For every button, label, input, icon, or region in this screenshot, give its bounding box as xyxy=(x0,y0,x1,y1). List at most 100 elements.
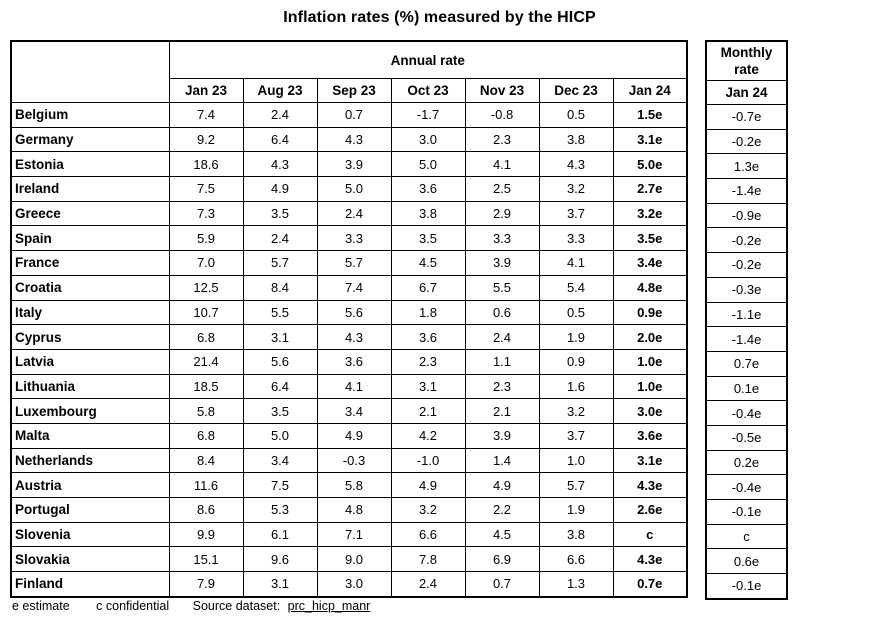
country-name-cell: Estonia xyxy=(10,151,170,178)
annual-value-cell: 5.6 xyxy=(316,299,392,326)
annual-value-cell: 0.7 xyxy=(464,571,540,598)
country-name-cell: Lithuania xyxy=(10,373,170,400)
annual-value-cell: 1.0e xyxy=(612,373,688,400)
annual-value-cell: 3.5 xyxy=(242,200,318,227)
annual-value-cell: 6.7 xyxy=(390,274,466,301)
monthly-value-cell: -1.4e xyxy=(705,326,788,352)
annual-value-cell: 3.8 xyxy=(538,521,614,548)
source-dataset-link[interactable]: prc_hicp_manr xyxy=(287,599,371,613)
annual-value-cell: 2.4 xyxy=(390,571,466,598)
annual-value-cell: 3.6e xyxy=(612,422,688,449)
annual-value-cell: 3.0 xyxy=(316,571,392,598)
annual-value-cell: 0.9 xyxy=(538,348,614,375)
annual-value-cell: 3.4 xyxy=(316,398,392,424)
annual-value-cell: 4.3e xyxy=(612,546,688,573)
annual-value-cell: 8.4 xyxy=(242,274,318,301)
annual-value-cell: 3.1 xyxy=(242,324,318,350)
annual-value-cell: 3.6 xyxy=(316,348,392,375)
annual-value-cell: 4.8 xyxy=(316,497,392,523)
monthly-value-cell: -0.4e xyxy=(705,400,788,426)
annual-value-cell: 5.5 xyxy=(242,299,318,326)
annual-value-cell: 3.1e xyxy=(612,447,688,474)
annual-value-cell: 2.4 xyxy=(316,200,392,227)
annual-value-cell: 4.2 xyxy=(390,422,466,449)
annual-value-cell: 21.4 xyxy=(168,348,244,375)
annual-value-cell: 3.3 xyxy=(538,225,614,252)
column-header-sep23: Sep 23 xyxy=(316,78,392,103)
annual-value-cell: 1.8 xyxy=(390,299,466,326)
annual-value-cell: 5.8 xyxy=(168,398,244,424)
annual-value-cell: 5.0e xyxy=(612,151,688,178)
column-header-dec23: Dec 23 xyxy=(538,78,614,103)
country-name-cell: France xyxy=(10,250,170,276)
annual-value-cell: 1.9 xyxy=(538,497,614,523)
annual-value-cell: 1.6 xyxy=(538,373,614,400)
monthly-table-row: -0.2e xyxy=(705,128,788,155)
table-row: Belgium 7.4 2.4 0.7 -1.7 -0.8 0.5 1.5e xyxy=(10,102,688,128)
source-dataset-label: Source dataset: xyxy=(192,599,281,613)
monthly-value-cell: 0.2e xyxy=(705,449,788,476)
country-name-cell: Netherlands xyxy=(10,447,170,474)
annual-value-cell: 5.7 xyxy=(538,472,614,498)
annual-value-cell: 3.2 xyxy=(538,398,614,424)
monthly-table-body: -0.7e -0.2e 1.3e -1.4e -0.9e -0.2e -0.2e -0.3e -… xyxy=(705,104,788,600)
monthly-table-row: -0.1e xyxy=(705,573,788,600)
annual-value-cell: 4.1 xyxy=(316,373,392,400)
table-row: Austria 11.6 7.5 5.8 4.9 4.9 5.7 4.3e xyxy=(10,472,688,498)
confidential-flag-note: c confidential xyxy=(96,599,170,613)
monthly-month-header-row: Jan 24 xyxy=(705,80,788,105)
monthly-value-cell: -0.1e xyxy=(705,499,788,525)
table-row: Estonia 18.6 4.3 3.9 5.0 4.1 4.3 5.0e xyxy=(10,151,688,178)
annual-value-cell: 2.1 xyxy=(464,398,540,424)
annual-value-cell: 3.4e xyxy=(612,250,688,276)
country-name-cell: Austria xyxy=(10,472,170,498)
annual-value-cell: 1.5e xyxy=(612,102,688,128)
annual-value-cell: 1.0 xyxy=(538,447,614,474)
month-header-row: Jan 23 Aug 23 Sep 23 Oct 23 Nov 23 Dec 2… xyxy=(11,78,688,103)
annual-value-cell: 4.3 xyxy=(316,324,392,350)
annual-value-cell: 4.8e xyxy=(612,274,688,301)
annual-value-cell: 1.1 xyxy=(464,348,540,375)
annual-value-cell: 3.5 xyxy=(242,398,318,424)
annual-value-cell: 4.3e xyxy=(612,472,688,498)
country-name-cell: Italy xyxy=(10,299,170,326)
annual-value-cell: -0.3 xyxy=(316,447,392,474)
annual-value-cell: 7.4 xyxy=(316,274,392,301)
annual-value-cell: 2.4 xyxy=(242,225,318,252)
annual-value-cell: 5.0 xyxy=(242,422,318,449)
annual-value-cell: -1.0 xyxy=(390,447,466,474)
column-header-aug23: Aug 23 xyxy=(242,78,318,103)
annual-value-cell: 3.0 xyxy=(390,126,466,153)
annual-value-cell: 3.9 xyxy=(464,250,540,276)
country-name-cell: Cyprus xyxy=(10,324,170,350)
annual-value-cell: 7.3 xyxy=(168,200,244,227)
page-title: Inflation rates (%) measured by the HICP xyxy=(283,9,596,26)
annual-value-cell: 6.8 xyxy=(168,422,244,449)
monthly-value-cell: -0.5e xyxy=(705,424,788,451)
annual-value-cell: 3.8 xyxy=(538,126,614,153)
annual-value-cell: 1.0e xyxy=(612,348,688,375)
annual-value-cell: 5.7 xyxy=(316,250,392,276)
monthly-value-cell: -0.9e xyxy=(705,202,788,229)
annual-value-cell: 15.1 xyxy=(168,546,244,573)
country-name-cell: Malta xyxy=(10,422,170,449)
annual-value-cell: 3.9 xyxy=(464,422,540,449)
monthly-value-cell: -0.2e xyxy=(705,252,788,278)
monthly-value-cell: c xyxy=(705,523,788,550)
annual-value-cell: 1.4 xyxy=(464,447,540,474)
annual-value-cell: 7.4 xyxy=(168,102,244,128)
annual-value-cell: 3.0e xyxy=(612,398,688,424)
column-header-jan23: Jan 23 xyxy=(168,78,244,103)
annual-value-cell: 0.7e xyxy=(612,571,688,598)
monthly-value-cell: 0.7e xyxy=(705,350,788,377)
country-name-cell: Croatia xyxy=(10,274,170,301)
country-name-cell: Germany xyxy=(10,126,170,153)
monthly-value-cell: -1.1e xyxy=(705,301,788,328)
monthly-table-row: -0.3e xyxy=(705,276,788,303)
tables-container: Annual rate Jan 23 Aug 23 Sep 23 Oct 23 … xyxy=(10,40,788,600)
annual-value-cell: 5.5 xyxy=(464,274,540,301)
country-name-cell: Latvia xyxy=(10,348,170,375)
annual-value-cell: 3.3 xyxy=(316,225,392,252)
annual-value-cell: 7.9 xyxy=(168,571,244,598)
monthly-column-header-jan24: Jan 24 xyxy=(705,80,788,105)
